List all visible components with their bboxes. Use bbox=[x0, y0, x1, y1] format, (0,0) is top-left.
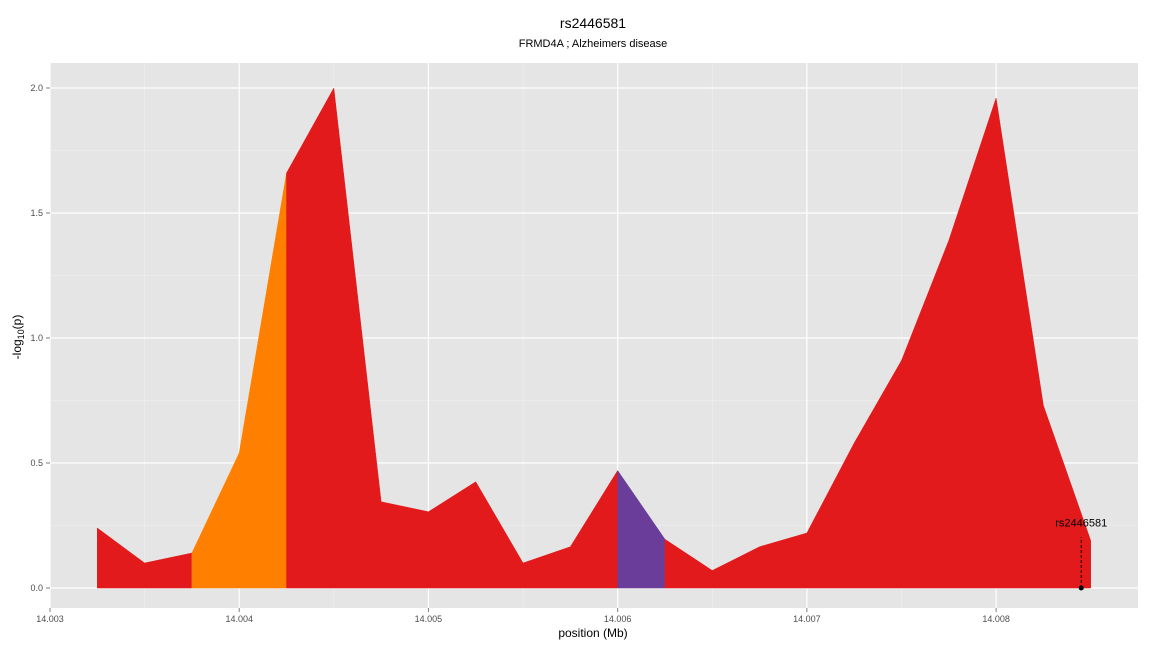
y-tick-label: 0.0 bbox=[30, 583, 43, 593]
y-axis-title-subscript: 10 bbox=[16, 329, 26, 339]
x-tick-label: 14.004 bbox=[225, 614, 253, 624]
y-axis: 0.0 0.5 1.0 1.5 2.0 bbox=[30, 83, 50, 593]
chart-subtitle: FRMD4A ; Alzheimers disease bbox=[519, 38, 668, 50]
area-segments bbox=[97, 87, 1091, 589]
x-tick-label: 14.006 bbox=[604, 614, 632, 624]
x-axis: 14.003 14.004 14.005 14.006 14.007 14.008 bbox=[36, 608, 1010, 624]
x-tick-label: 14.008 bbox=[982, 614, 1010, 624]
chart-title: rs2446581 bbox=[560, 15, 626, 31]
y-tick-label: 0.5 bbox=[30, 458, 43, 468]
y-tick-label: 1.5 bbox=[30, 208, 43, 218]
area-segment-4 bbox=[664, 97, 1091, 589]
area-segment-0 bbox=[97, 527, 193, 589]
y-axis-title: -log10(p) bbox=[10, 315, 26, 360]
y-tick-label: 1.0 bbox=[30, 333, 43, 343]
area-segment-1 bbox=[191, 172, 287, 589]
x-axis-title: position (Mb) bbox=[558, 626, 627, 640]
y-axis-title-rest: (p) bbox=[10, 315, 24, 330]
annotation-point bbox=[1078, 585, 1084, 591]
x-tick-label: 14.003 bbox=[36, 614, 64, 624]
x-tick-label: 14.005 bbox=[415, 614, 443, 624]
snp-annotation: rs2446581 bbox=[1055, 518, 1107, 591]
y-tick-label: 2.0 bbox=[30, 83, 43, 93]
x-tick-label: 14.007 bbox=[793, 614, 821, 624]
annotation-label: rs2446581 bbox=[1055, 518, 1107, 530]
y-axis-title-main: -log bbox=[10, 339, 24, 359]
